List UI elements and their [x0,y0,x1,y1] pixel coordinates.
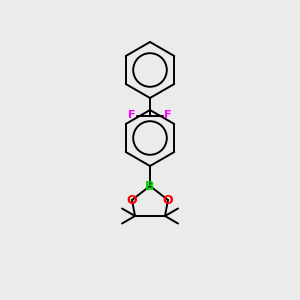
Text: O: O [127,194,137,206]
Text: F: F [128,110,136,120]
Text: B: B [145,179,155,193]
Text: F: F [164,110,172,120]
Text: O: O [163,194,173,206]
